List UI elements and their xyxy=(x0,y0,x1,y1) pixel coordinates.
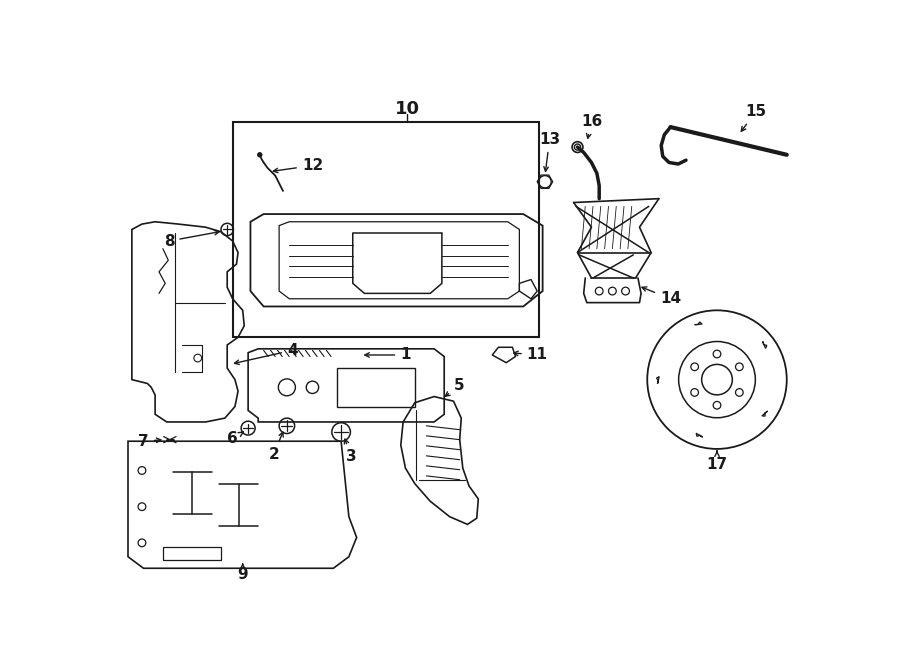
Text: 6: 6 xyxy=(227,432,243,446)
Text: 15: 15 xyxy=(742,104,766,132)
Text: 17: 17 xyxy=(706,451,727,472)
Bar xyxy=(232,122,539,337)
Text: 1: 1 xyxy=(364,348,410,362)
Text: 2: 2 xyxy=(268,432,284,462)
Text: 4: 4 xyxy=(235,343,298,364)
Text: 5: 5 xyxy=(446,378,464,396)
Text: 12: 12 xyxy=(274,158,323,173)
Text: 11: 11 xyxy=(514,348,548,362)
Bar xyxy=(163,547,221,560)
Text: 9: 9 xyxy=(238,564,248,582)
Text: 7: 7 xyxy=(139,434,161,449)
Text: 13: 13 xyxy=(539,132,560,171)
Text: 8: 8 xyxy=(164,231,219,249)
Text: 10: 10 xyxy=(394,100,419,118)
Text: 3: 3 xyxy=(345,439,356,464)
Text: 16: 16 xyxy=(580,114,602,138)
Text: 14: 14 xyxy=(642,287,681,306)
Bar xyxy=(338,368,415,407)
Circle shape xyxy=(257,153,262,157)
